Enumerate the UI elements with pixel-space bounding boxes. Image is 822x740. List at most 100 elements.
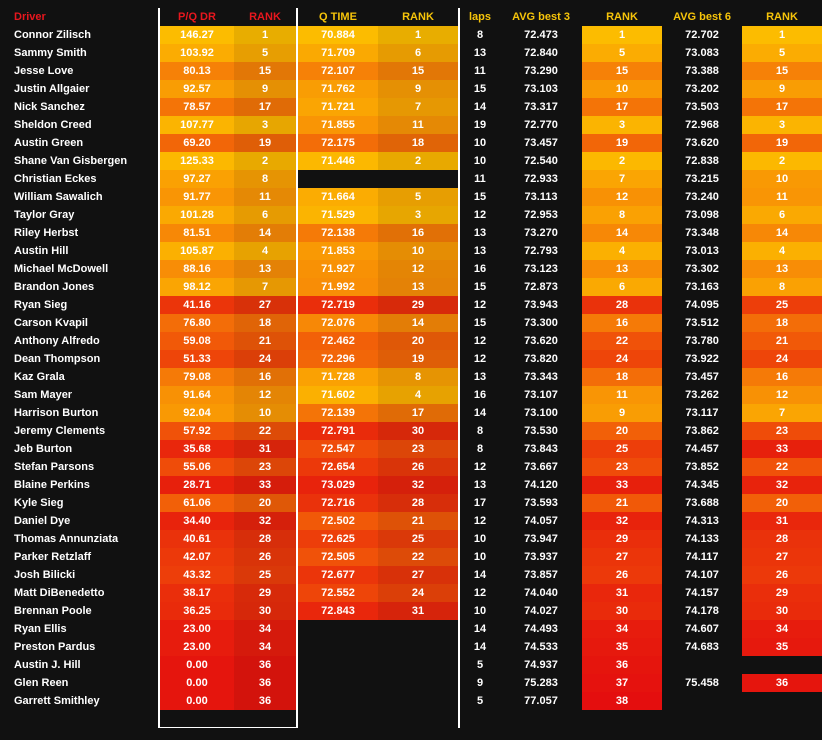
avg3-cell: 73.943 bbox=[524, 299, 558, 311]
avg3-rank-cell: 35 bbox=[582, 638, 662, 656]
column-divider bbox=[296, 8, 298, 728]
avg6-cell: 74.313 bbox=[685, 515, 719, 527]
avg3-cell: 73.593 bbox=[524, 497, 558, 509]
q-time-cell: 72.791 bbox=[298, 422, 378, 440]
driver-name-cell: Ryan Ellis bbox=[14, 623, 67, 635]
avg6-rank-cell: 19 bbox=[742, 134, 822, 152]
avg6-rank-cell: 10 bbox=[742, 170, 822, 188]
table-row: Christian Eckes 97.27 8 11 72.933 7 73.215 10 bbox=[0, 170, 822, 188]
table-row: Jeremy Clements 57.92 22 72.791 30 8 73.530 20 7… bbox=[0, 422, 822, 440]
q-time-cell: 70.884 bbox=[298, 26, 378, 44]
q-rank-cell bbox=[378, 674, 458, 692]
table-row: Austin Green 69.20 19 72.175 18 10 73.457 19 73.… bbox=[0, 134, 822, 152]
avg6-cell: 74.345 bbox=[685, 479, 719, 491]
pq-dr-cell: 51.33 bbox=[160, 350, 234, 368]
pq-dr-cell: 78.57 bbox=[160, 98, 234, 116]
table-row: Ryan Sieg 41.16 27 72.719 29 12 73.943 28 74.095… bbox=[0, 296, 822, 314]
avg6-rank-cell: 8 bbox=[742, 278, 822, 296]
avg6-rank-cell: 3 bbox=[742, 116, 822, 134]
pq-dr-cell: 0.00 bbox=[160, 674, 234, 692]
avg3-cell: 73.290 bbox=[524, 65, 558, 77]
avg6-cell: 73.852 bbox=[685, 461, 719, 473]
q-rank-cell: 5 bbox=[378, 188, 458, 206]
avg3-cell: 73.103 bbox=[524, 83, 558, 95]
avg3-rank-cell: 3 bbox=[582, 116, 662, 134]
avg3-rank-cell: 23 bbox=[582, 458, 662, 476]
table-row: Preston Pardus 23.00 34 14 74.533 35 74.683 35 bbox=[0, 638, 822, 656]
avg3-rank-cell: 9 bbox=[582, 404, 662, 422]
pq-rank-cell: 36 bbox=[234, 656, 296, 674]
q-rank-cell bbox=[378, 638, 458, 656]
driver-name-cell: Anthony Alfredo bbox=[14, 335, 100, 347]
avg3-cell: 73.667 bbox=[524, 461, 558, 473]
q-time-cell: 71.709 bbox=[298, 44, 378, 62]
driver-name-cell: Riley Herbst bbox=[14, 227, 79, 239]
q-time-cell: 71.721 bbox=[298, 98, 378, 116]
avg6-cell: 73.163 bbox=[685, 281, 719, 293]
pq-rank-cell: 32 bbox=[234, 512, 296, 530]
avg6-cell: 74.457 bbox=[685, 443, 719, 455]
driver-name-cell: Sammy Smith bbox=[14, 47, 87, 59]
pq-rank-cell: 33 bbox=[234, 476, 296, 494]
table-row: Austin J. Hill 0.00 36 5 74.937 36 bbox=[0, 656, 822, 674]
pq-rank-cell: 12 bbox=[234, 386, 296, 404]
avg6-rank-cell: 21 bbox=[742, 332, 822, 350]
avg3-rank-cell: 4 bbox=[582, 242, 662, 260]
table-row: Austin Hill 105.87 4 71.853 10 13 72.793 4 73.01… bbox=[0, 242, 822, 260]
pq-dr-cell: 34.40 bbox=[160, 512, 234, 530]
laps-cell: 10 bbox=[473, 551, 487, 563]
header-rank-avg6: RANK bbox=[766, 11, 798, 23]
pq-rank-cell: 17 bbox=[234, 98, 296, 116]
q-time-cell: 73.029 bbox=[298, 476, 378, 494]
pq-rank-cell: 30 bbox=[234, 602, 296, 620]
driver-name-cell: Christian Eckes bbox=[14, 173, 97, 185]
table-row: Justin Allgaier 92.57 9 71.762 9 15 73.103 10 73… bbox=[0, 80, 822, 98]
avg6-rank-cell: 34 bbox=[742, 620, 822, 638]
q-rank-cell: 29 bbox=[378, 296, 458, 314]
avg3-cell: 72.953 bbox=[524, 209, 558, 221]
avg3-rank-cell: 12 bbox=[582, 188, 662, 206]
laps-cell: 13 bbox=[473, 479, 487, 491]
pq-dr-cell: 76.80 bbox=[160, 314, 234, 332]
pq-rank-cell: 10 bbox=[234, 404, 296, 422]
laps-cell: 13 bbox=[473, 227, 487, 239]
q-rank-cell: 24 bbox=[378, 584, 458, 602]
q-time-cell: 71.762 bbox=[298, 80, 378, 98]
avg6-rank-cell: 20 bbox=[742, 494, 822, 512]
driver-name-cell: Jeb Burton bbox=[14, 443, 73, 455]
avg6-cell: 72.838 bbox=[685, 155, 719, 167]
avg6-cell: 73.388 bbox=[685, 65, 719, 77]
table-row: Brennan Poole 36.25 30 72.843 31 10 74.027 30 74… bbox=[0, 602, 822, 620]
avg3-rank-cell: 1 bbox=[582, 26, 662, 44]
laps-cell: 14 bbox=[473, 623, 487, 635]
q-time-cell: 72.547 bbox=[298, 440, 378, 458]
header-pq-dr: P/Q DR bbox=[178, 11, 216, 23]
avg3-cell: 72.933 bbox=[524, 173, 558, 185]
laps-cell: 10 bbox=[473, 155, 487, 167]
avg3-cell: 73.620 bbox=[524, 335, 558, 347]
q-rank-cell bbox=[378, 620, 458, 638]
laps-cell: 8 bbox=[476, 443, 484, 455]
q-time-cell bbox=[298, 638, 378, 656]
driver-name-cell: Carson Kvapil bbox=[14, 317, 88, 329]
pq-rank-cell: 11 bbox=[234, 188, 296, 206]
driver-name-cell: Nick Sanchez bbox=[14, 101, 85, 113]
q-time-cell: 71.446 bbox=[298, 152, 378, 170]
q-time-cell bbox=[298, 692, 378, 710]
table-row: Carson Kvapil 76.80 18 72.076 14 15 73.300 16 73… bbox=[0, 314, 822, 332]
header-avg-best-6: AVG best 6 bbox=[673, 11, 731, 23]
avg6-rank-cell: 33 bbox=[742, 440, 822, 458]
pq-rank-cell: 25 bbox=[234, 566, 296, 584]
table-row: Anthony Alfredo 59.08 21 72.462 20 12 73.620 22… bbox=[0, 332, 822, 350]
avg6-rank-cell: 23 bbox=[742, 422, 822, 440]
header-q-time: Q TIME bbox=[319, 11, 357, 23]
avg6-cell: 74.157 bbox=[685, 587, 719, 599]
avg6-cell: 73.688 bbox=[685, 497, 719, 509]
laps-cell: 15 bbox=[473, 191, 487, 203]
table-row: Michael McDowell 88.16 13 71.927 12 16 73.123 1… bbox=[0, 260, 822, 278]
laps-cell: 12 bbox=[473, 335, 487, 347]
avg6-cell: 73.620 bbox=[685, 137, 719, 149]
laps-cell: 12 bbox=[473, 209, 487, 221]
laps-cell: 14 bbox=[473, 101, 487, 113]
laps-cell: 12 bbox=[473, 515, 487, 527]
